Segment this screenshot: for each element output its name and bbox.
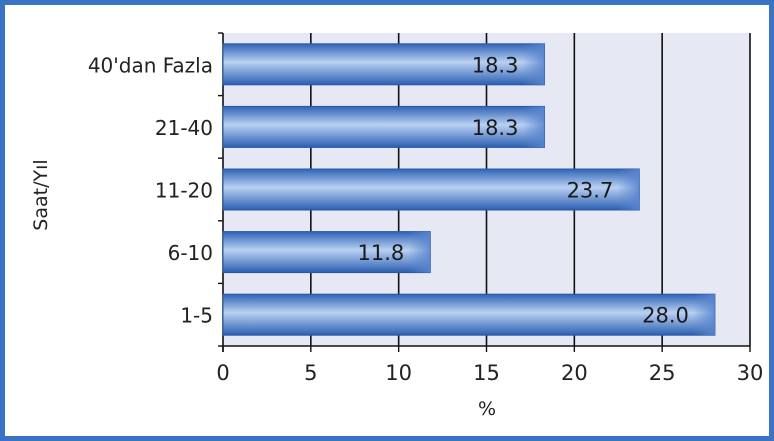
bar-end-shade [692,294,715,336]
x-tick-label: 0 [216,361,229,385]
category-label: 11-20 [155,179,213,203]
bar-end-shade [522,106,545,148]
bar-group [222,231,431,274]
bar-value-label: 18.3 [472,116,519,140]
x-tick-label: 15 [473,361,500,385]
bar [222,105,545,148]
bar [222,43,545,86]
bar-value-label: 11.8 [358,241,405,265]
x-tick-label: 25 [649,361,676,385]
x-axis-title: % [478,398,496,420]
y-axis-title: Saat/Yıl [30,159,52,230]
bar-group [222,105,545,148]
x-tick-label: 5 [304,361,317,385]
bar-chart: 0 5 10 15 20 25 30 28.0 1-5 11.8 6-10 23.7 11-20 18.3… [30,32,764,420]
bar-group [222,293,716,336]
bar-value-label: 23.7 [567,179,614,203]
category-label: 6-10 [168,241,213,265]
bar-value-label: 28.0 [642,304,689,328]
category-label: 1-5 [180,304,213,328]
x-tick-label: 20 [561,361,588,385]
bar-group [222,43,545,86]
x-tick-label: 30 [737,361,764,385]
bar [222,231,431,274]
bar-end-shade [617,169,640,210]
bar-end-shade [522,43,545,85]
bar-group [222,168,640,211]
bar-value-label: 18.3 [472,53,519,77]
category-label: 21-40 [155,116,213,140]
x-tick-label: 10 [385,361,412,385]
bar [222,293,716,336]
bar-end-shade [408,231,431,273]
category-label: 40'dan Fazla [88,53,213,77]
